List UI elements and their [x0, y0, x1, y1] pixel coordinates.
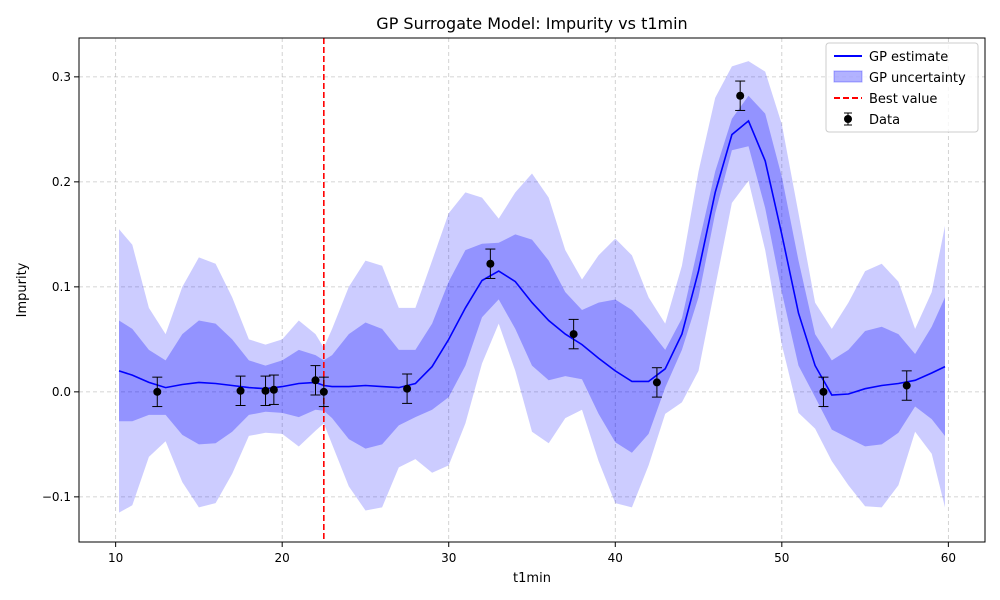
gp-uncertainty-outer-layer [119, 61, 945, 513]
x-axis-label: t1min [513, 571, 551, 586]
data-point [152, 376, 163, 408]
data-point [818, 376, 829, 408]
data-marker [269, 385, 278, 394]
data-marker [902, 381, 911, 390]
legend-data-label: Data [869, 113, 900, 128]
data-point [568, 318, 579, 350]
legend: GP estimate GP uncertainty Best value Da… [825, 42, 979, 133]
data-marker [403, 384, 412, 393]
data-point [735, 80, 746, 111]
data-marker [153, 387, 162, 396]
data-point [268, 374, 279, 405]
data-point [235, 375, 246, 406]
legend-data-swatch [844, 112, 852, 126]
y-tick-label: −0.1 [42, 490, 71, 504]
gp-uncertainty-inner-layer [119, 95, 945, 453]
data-point [901, 370, 912, 401]
data-point [651, 367, 662, 398]
legend-best-label: Best value [869, 92, 937, 107]
legend-box [825, 42, 979, 133]
data-points-layer [152, 80, 912, 408]
x-tick-label: 50 [774, 551, 789, 565]
data-point [310, 365, 321, 396]
data-point [318, 376, 329, 408]
legend-uncertainty-swatch [833, 70, 863, 83]
legend-estimate-label: GP estimate [869, 50, 948, 65]
x-tick-label: 20 [275, 551, 290, 565]
data-point [485, 248, 496, 279]
gp-uncertainty-inner-band [119, 95, 945, 453]
x-tick-label: 30 [441, 551, 456, 565]
chart-title: GP Surrogate Model: Impurity vs t1min [376, 14, 687, 33]
data-marker [236, 386, 245, 395]
x-tick-label: 60 [941, 551, 956, 565]
x-ticks: 10 20 30 40 50 60 [108, 542, 956, 565]
gp-uncertainty-outer-band [119, 61, 945, 513]
data-marker [569, 330, 578, 339]
legend-uncertainty-label: GP uncertainty [869, 71, 966, 86]
data-marker [736, 91, 745, 100]
y-ticks: −0.1 0.0 0.1 0.2 0.3 [42, 70, 79, 504]
y-tick-label: 0.2 [52, 175, 71, 189]
gp-estimate-layer [118, 119, 946, 396]
data-marker [311, 376, 320, 385]
y-tick-label: 0.0 [52, 385, 71, 399]
x-tick-label: 10 [108, 551, 123, 565]
y-tick-label: 0.1 [52, 280, 71, 294]
axes-frame [78, 37, 986, 543]
y-axis-label: Impurity [15, 262, 30, 317]
data-marker [319, 387, 328, 396]
data-marker [261, 386, 270, 395]
x-tick-label: 40 [608, 551, 623, 565]
data-marker [652, 378, 661, 387]
y-tick-label: 0.3 [52, 70, 71, 84]
data-marker [486, 259, 495, 268]
data-marker [819, 387, 828, 396]
data-point [260, 375, 271, 406]
data-point [402, 373, 413, 404]
gp-estimate-line [118, 119, 946, 396]
